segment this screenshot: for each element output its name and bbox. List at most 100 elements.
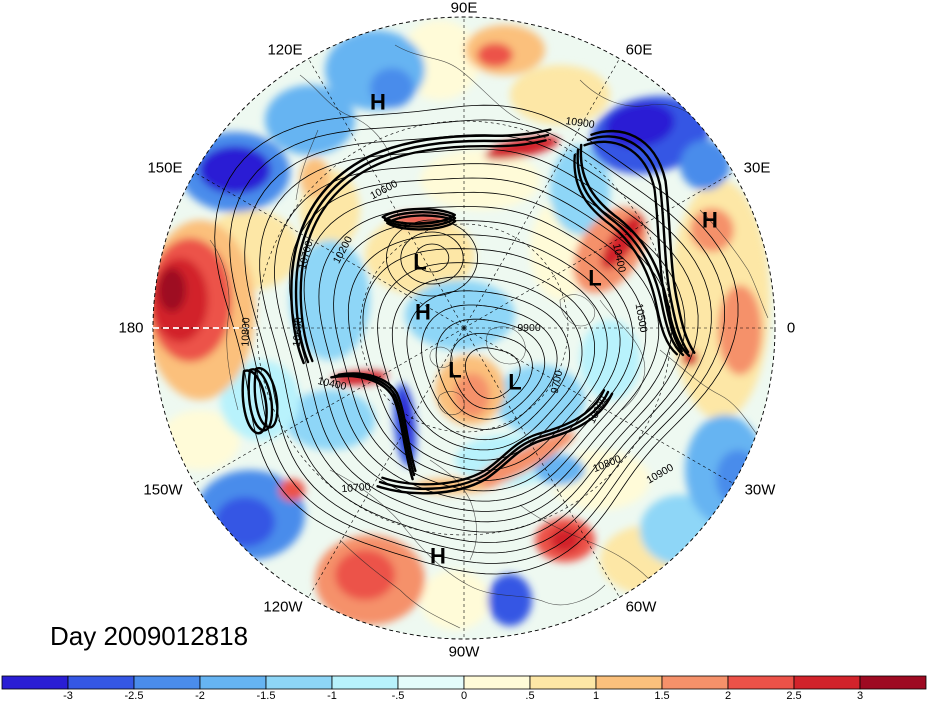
height-contour xyxy=(465,347,521,399)
lon-label-90e: 90E xyxy=(451,0,478,17)
contour-label: 10800 xyxy=(239,317,252,347)
lon-label-60w: 60W xyxy=(626,599,658,616)
colorbar: -3 -2.5 -2 -1.5 -1 -.5 0 .5 1 1.5 2 2.5 3 xyxy=(1,675,927,702)
jet-speed-contour xyxy=(378,390,610,490)
low-pressure-label: L xyxy=(588,266,601,291)
coastline xyxy=(437,391,465,416)
height-contour xyxy=(406,290,570,441)
contour-label: 10500 xyxy=(633,303,650,334)
anomaly-patch xyxy=(488,574,532,626)
anomaly-patch xyxy=(420,570,490,630)
meridian-line xyxy=(463,58,620,329)
jet-speed-contour xyxy=(253,367,279,429)
lon-label-120e: 120E xyxy=(267,42,302,59)
colorbar-bin xyxy=(595,675,663,690)
anomaly-patch xyxy=(535,455,585,485)
jet-speed-contour xyxy=(337,372,417,473)
colorbar-bin xyxy=(859,675,927,690)
jet-speed-contour xyxy=(381,389,606,486)
colorbar-bin xyxy=(727,675,795,690)
height-contour xyxy=(391,276,583,451)
colorbar-bin xyxy=(67,675,135,690)
coastline xyxy=(299,74,393,161)
jet-speed-contour xyxy=(386,214,457,231)
coastline xyxy=(329,469,606,606)
colorbar-bin xyxy=(265,675,333,690)
height-contour xyxy=(450,333,533,410)
coastlines xyxy=(209,44,769,629)
anomaly-patch xyxy=(601,214,643,270)
height-contour xyxy=(347,234,621,481)
colorbar-bin xyxy=(397,675,465,690)
anomaly-patch xyxy=(477,43,513,67)
colorbar-bin xyxy=(133,675,201,690)
coastline xyxy=(699,209,769,319)
anomaly-patch xyxy=(718,285,762,375)
anomaly-patch xyxy=(510,65,610,125)
jet-speed-contour xyxy=(383,211,457,228)
meridian-line xyxy=(463,327,734,484)
lon-label-120w: 120W xyxy=(263,599,303,616)
colorbar-tick-label: -2.5 xyxy=(125,690,144,702)
colorbar-bin xyxy=(199,675,267,690)
colorbar-bin xyxy=(793,675,861,690)
meridian-line xyxy=(308,58,465,329)
anomaly-patch xyxy=(680,140,730,190)
jet-speed-contour xyxy=(294,133,550,364)
jet-speed-contour xyxy=(586,135,690,354)
colorbar-tick-label: 0 xyxy=(461,690,467,702)
jet-speed-contour xyxy=(247,368,274,432)
lon-label-0: 0 xyxy=(787,320,795,337)
anomaly-patch xyxy=(370,68,414,108)
height-contour xyxy=(400,231,464,285)
low-pressure-label: L xyxy=(413,250,426,275)
colorbar-tick-label: -2 xyxy=(195,690,205,702)
colorbar-tick-label: .5 xyxy=(525,690,534,702)
jet-speed-contour xyxy=(579,143,691,357)
colorbar-tick-label: -1 xyxy=(327,690,337,702)
height-contour xyxy=(377,262,595,461)
colorbar-bin xyxy=(1,675,69,690)
anomaly-patch xyxy=(495,365,585,435)
meridian-line xyxy=(194,327,465,484)
jet-speed-contour xyxy=(333,373,416,477)
colorbar-tick-label: 1 xyxy=(593,690,599,702)
height-contour xyxy=(333,220,634,492)
colorbar-bin xyxy=(463,675,531,690)
colorbar-bin xyxy=(529,675,597,690)
meridian-line xyxy=(463,327,620,598)
coastline xyxy=(599,299,645,411)
colorbar-tick-label: 3 xyxy=(857,690,863,702)
latitude-circle xyxy=(359,223,569,433)
jet-speed-contour xyxy=(290,128,552,365)
contour-label: 9700 xyxy=(549,369,566,394)
high-pressure-label: H xyxy=(702,208,718,233)
low-pressure-label: L xyxy=(508,370,521,395)
coastline xyxy=(209,239,239,411)
colorbar-bin xyxy=(331,675,399,690)
jet-speed-contour xyxy=(576,148,685,357)
contour-label: 10400 xyxy=(610,242,628,273)
anomaly-patch xyxy=(580,320,640,400)
anomaly-patch xyxy=(335,550,395,600)
anomaly-patch xyxy=(690,208,734,252)
jet-speed-contour xyxy=(381,207,456,225)
height-contour xyxy=(229,119,725,564)
lon-label-30w: 30W xyxy=(745,482,777,499)
colorbar-tick-label: -.5 xyxy=(392,690,405,702)
jet-speed-contour xyxy=(241,369,268,435)
jet-speed-contour xyxy=(583,140,683,353)
contour-label: 10700 xyxy=(341,481,371,496)
height-contour xyxy=(318,206,647,502)
anomaly-patch xyxy=(285,390,375,450)
contour-label: 10400 xyxy=(316,375,347,393)
anomaly-patch xyxy=(279,479,305,501)
anomaly-patch xyxy=(265,85,355,155)
figure-title: Day 2009012818 xyxy=(50,621,248,651)
meridian-line xyxy=(463,172,734,329)
height-contour xyxy=(421,304,558,430)
colorbar-tick-label: 2 xyxy=(725,690,731,702)
lon-label-30e: 30E xyxy=(744,160,771,177)
height-contour xyxy=(435,318,546,420)
height-contour xyxy=(244,134,712,554)
